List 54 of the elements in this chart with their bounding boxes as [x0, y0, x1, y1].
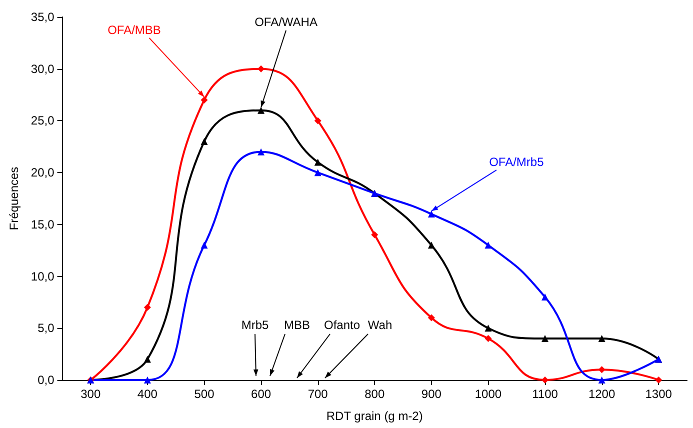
- point: [144, 356, 151, 363]
- x-tick-label: 1100: [532, 387, 558, 401]
- point: [371, 231, 378, 238]
- annotation: Ofanto: [324, 318, 360, 332]
- y-tick-label: 25,0: [30, 114, 55, 128]
- point: [314, 117, 322, 124]
- x-tick-label: 800: [364, 387, 385, 401]
- y-tick-label: 15,0: [30, 217, 55, 232]
- point: [428, 242, 435, 249]
- y-tick-label: 30,0: [30, 62, 55, 76]
- point: [200, 242, 208, 249]
- x-tick-label: 1200: [588, 387, 616, 401]
- point: [314, 169, 322, 176]
- x-tick-label: 700: [308, 387, 328, 401]
- text: OFA/MBB: [108, 22, 161, 37]
- y-tick-label: 5,0: [38, 321, 55, 336]
- annotation: MBB: [284, 318, 310, 332]
- point: [598, 376, 606, 384]
- text: OFA/WAHA: [254, 15, 318, 30]
- point: [144, 376, 151, 384]
- y-tick-label: 10,0: [30, 269, 55, 284]
- point: [484, 324, 492, 332]
- x-tick-label: 900: [421, 387, 442, 401]
- text: OFA/Mrb5: [489, 155, 544, 170]
- point: [428, 210, 435, 218]
- annotation: Mrb5: [241, 318, 269, 332]
- point: [542, 376, 549, 384]
- point: [484, 335, 492, 342]
- x-tick-label: 1300: [645, 387, 672, 401]
- y-tick-label: 0,0: [38, 373, 55, 387]
- point: [542, 335, 549, 342]
- point: [144, 304, 151, 311]
- x-tick-label: 300: [80, 387, 101, 401]
- y-tick-label: 35,0: [30, 10, 55, 24]
- point: [200, 138, 208, 145]
- point: [598, 335, 606, 342]
- x-tick-label: 400: [137, 387, 158, 401]
- y-axis-title: Fréquences: [7, 166, 21, 230]
- point: [258, 148, 265, 156]
- y-tick-label: 20,0: [30, 166, 55, 180]
- point: [484, 242, 492, 249]
- annotation: Wah: [368, 318, 392, 332]
- point: [314, 158, 322, 166]
- x-axis-title: RDT grain (g m-2): [326, 409, 423, 423]
- point: [258, 65, 265, 72]
- x-tick-label: 500: [194, 387, 215, 401]
- point: [655, 376, 662, 384]
- x-tick-label: 1000: [474, 387, 502, 401]
- point: [200, 96, 208, 104]
- point: [542, 294, 549, 301]
- point: [598, 366, 606, 374]
- point: [428, 314, 435, 322]
- x-tick-label: 600: [251, 387, 272, 401]
- point: [258, 106, 265, 114]
